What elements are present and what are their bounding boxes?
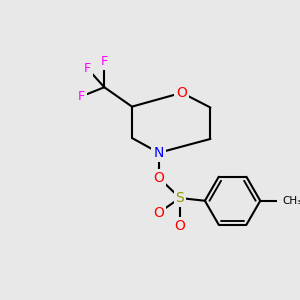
Text: N: N [154,146,164,160]
Text: F: F [78,90,85,103]
Text: F: F [84,62,91,75]
Text: O: O [176,86,187,100]
Text: O: O [175,219,185,233]
Text: CH₃: CH₃ [282,196,300,206]
Text: O: O [153,171,164,185]
Text: S: S [176,191,184,205]
Text: F: F [101,55,108,68]
Text: O: O [153,206,164,220]
